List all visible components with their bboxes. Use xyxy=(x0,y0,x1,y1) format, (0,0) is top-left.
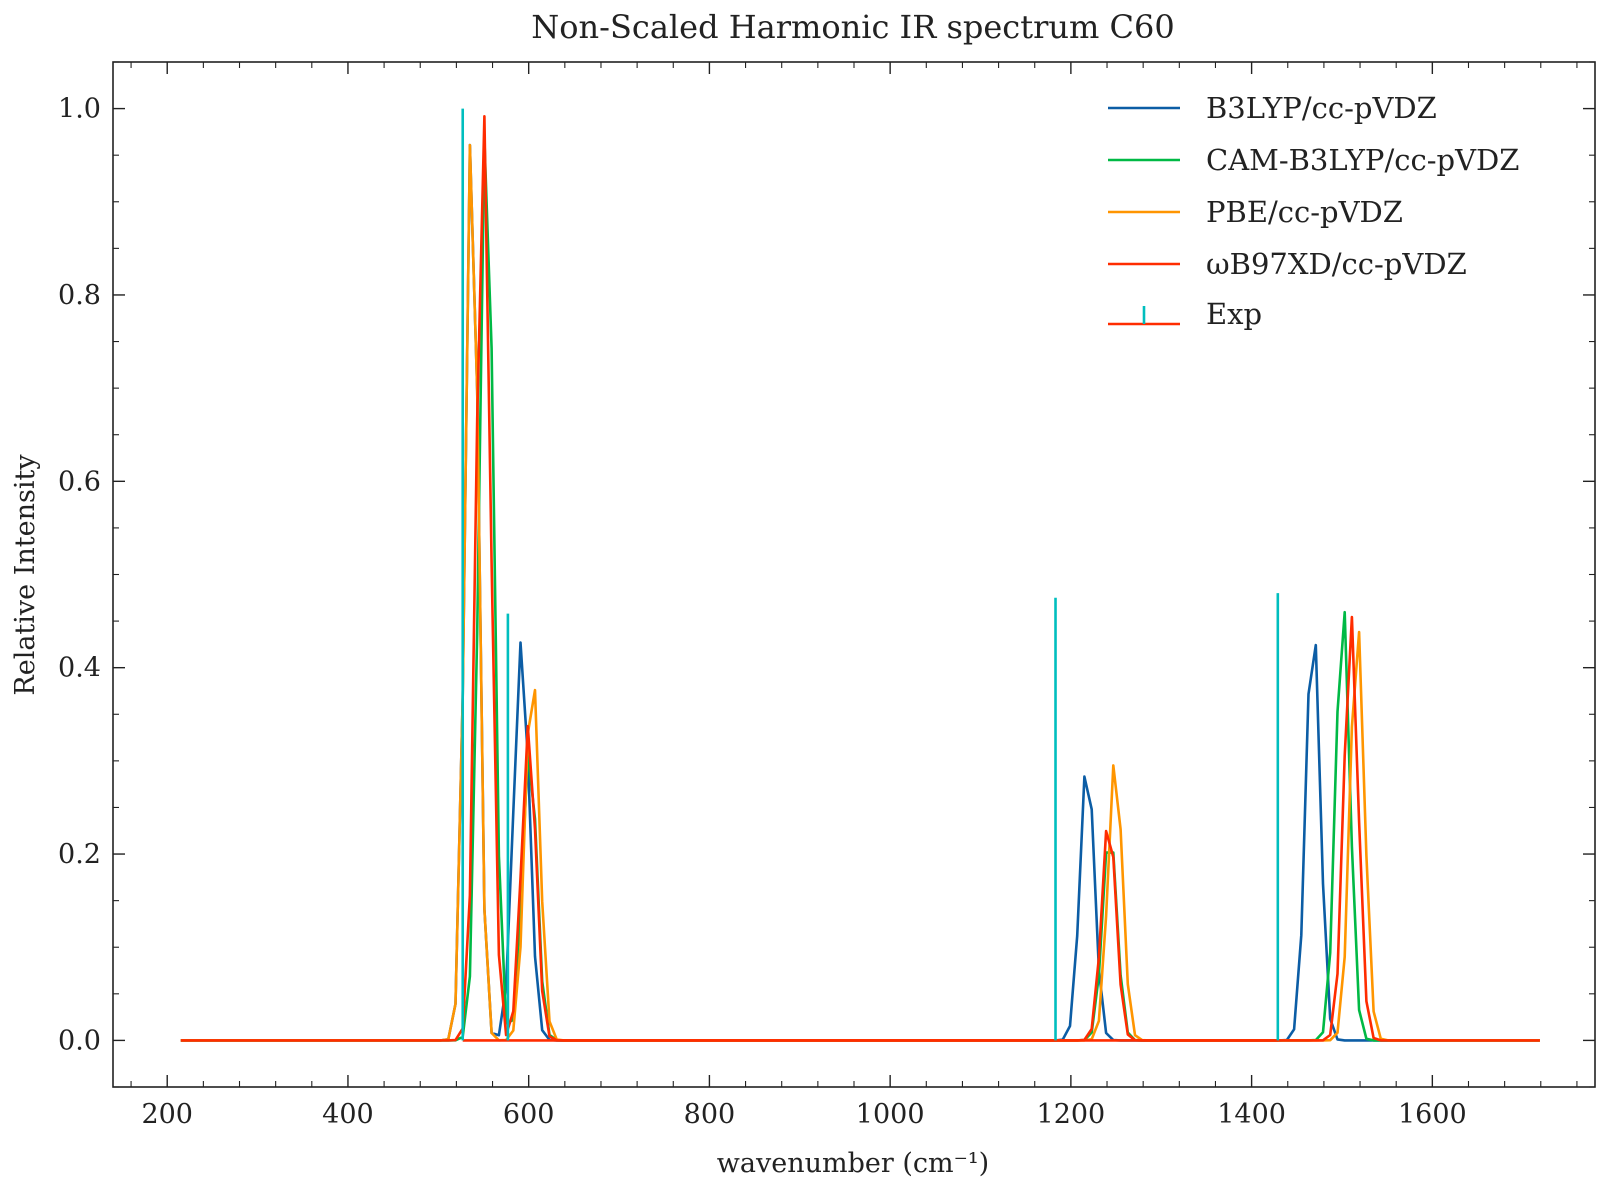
plot-area xyxy=(180,108,1540,1042)
y-tick-label: 0.2 xyxy=(58,839,101,870)
legend-label-wb97xd: ωB97XD/cc-pVDZ xyxy=(1206,247,1467,281)
legend: B3LYP/cc-pVDZ CAM-B3LYP/cc-pVDZ PBE/cc-p… xyxy=(1108,91,1519,331)
x-tick-label: 1400 xyxy=(1217,1099,1286,1130)
y-tick-label: 1.0 xyxy=(58,94,101,125)
x-tick-label: 1600 xyxy=(1398,1099,1467,1130)
x-tick-label: 600 xyxy=(503,1099,555,1130)
x-tick-label: 1200 xyxy=(1037,1099,1106,1130)
legend-label-b3lyp: B3LYP/cc-pVDZ xyxy=(1206,91,1437,125)
x-tick-label: 400 xyxy=(322,1099,374,1130)
legend-label-exp: Exp xyxy=(1206,297,1262,331)
legend-label-cam-b3lyp: CAM-B3LYP/cc-pVDZ xyxy=(1206,143,1519,177)
x-axis-label: wavenumber (cm⁻¹) xyxy=(717,1148,989,1179)
chart-title: Non-Scaled Harmonic IR spectrum C60 xyxy=(531,8,1174,46)
y-tick-label: 0.8 xyxy=(58,280,101,311)
x-tick-label: 800 xyxy=(684,1099,736,1130)
plot-frame xyxy=(112,61,1596,1088)
x-tick-label: 1000 xyxy=(856,1099,925,1130)
y-tick-label: 0.6 xyxy=(58,466,101,497)
y-tick-label: 0.0 xyxy=(58,1025,101,1056)
y-tick-label: 0.4 xyxy=(58,653,101,684)
legend-label-pbe: PBE/cc-pVDZ xyxy=(1206,195,1403,229)
x-tick-label: 200 xyxy=(141,1099,193,1130)
axis-ticks: 200 400 600 800 1000 1200 1400 1600 0.0 0.2 0.4 0.6… xyxy=(58,61,1595,1130)
y-axis-label: Relative Intensity xyxy=(10,454,41,696)
